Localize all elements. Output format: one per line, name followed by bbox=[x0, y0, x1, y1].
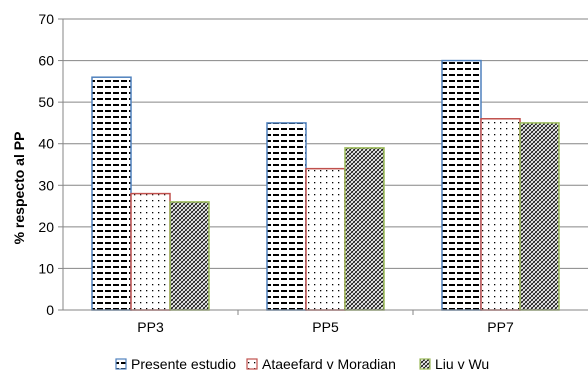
bar-pp7-series-2 bbox=[480, 118, 521, 311]
bar-pp5-series-1 bbox=[266, 122, 307, 311]
bar-pp3-series-1 bbox=[91, 76, 132, 311]
legend-swatch-series-2 bbox=[246, 358, 258, 370]
y-tick-label: 10 bbox=[38, 260, 54, 276]
y-tick-label: 40 bbox=[38, 136, 54, 152]
bar-pp5-series-2 bbox=[305, 167, 346, 311]
bars bbox=[91, 59, 560, 311]
legend: Presente estudio Ataeefard v Moradian Liu … bbox=[115, 356, 489, 372]
legend-swatch-series-3 bbox=[419, 358, 431, 370]
legend-label-series-2: Ataeefard v Moradian bbox=[262, 356, 396, 372]
y-tick-label: 0 bbox=[46, 302, 54, 318]
y-tick-label: 60 bbox=[38, 53, 54, 69]
legend-label-series-3: Liu v Wu bbox=[435, 356, 489, 372]
legend-swatch-series-1 bbox=[115, 358, 127, 370]
bar-pp7-series-1 bbox=[441, 59, 482, 311]
y-axis-title: % respecto al PP bbox=[11, 132, 27, 245]
y-tick-label: 20 bbox=[38, 219, 54, 235]
axes: 0 10 20 30 40 50 60 70 PP3 PP5 PP7 bbox=[38, 11, 588, 335]
legend-label-series-1: Presente estudio bbox=[131, 356, 236, 372]
x-tick-label: PP5 bbox=[312, 319, 339, 335]
y-tick-label: 70 bbox=[38, 11, 54, 27]
bar-pp5-series-3 bbox=[344, 147, 385, 311]
x-tick-label: PP3 bbox=[137, 319, 164, 335]
bar-pp7-series-3 bbox=[519, 122, 560, 311]
x-tick-label: PP7 bbox=[487, 319, 514, 335]
y-tick-label: 50 bbox=[38, 94, 54, 110]
y-tick-label: 30 bbox=[38, 177, 54, 193]
bar-pp3-series-2 bbox=[130, 192, 171, 311]
bar-pp3-series-3 bbox=[169, 201, 210, 311]
